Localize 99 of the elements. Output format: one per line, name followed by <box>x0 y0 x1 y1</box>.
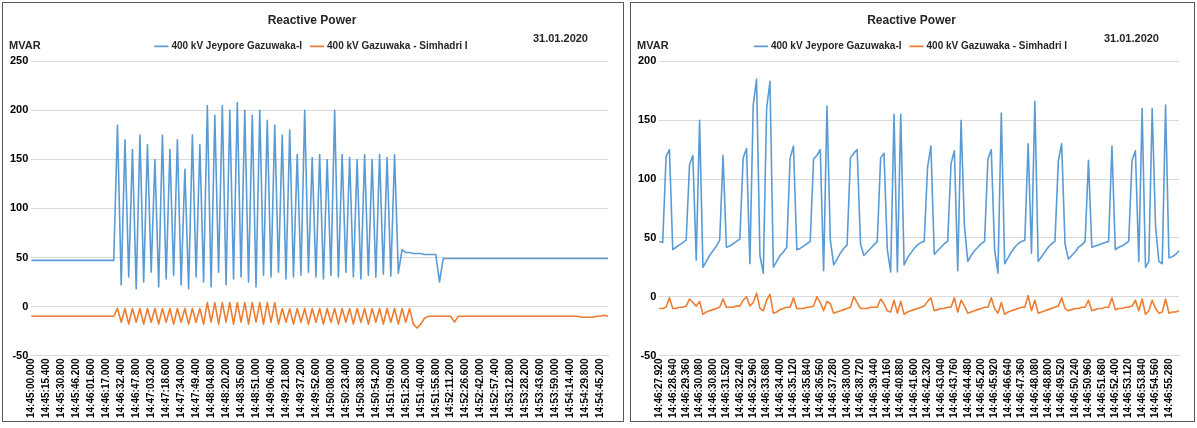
x-tick-label: 14:46:27.920 <box>653 358 665 419</box>
x-tick-label: 14:52:26.600 <box>459 358 471 419</box>
x-tick-label: 14:51:09.600 <box>384 358 396 419</box>
x-tick-label: 14:46:30.800 <box>706 358 718 419</box>
x-tick-label: 14:46:40.160 <box>881 358 893 419</box>
x-tick-label: 14:46:42.320 <box>921 358 933 419</box>
legend-label: 400 kV Gazuwaka - Simhadri I <box>926 40 1068 52</box>
x-tick-label: 14:53:43.600 <box>534 358 546 419</box>
x-tick-label: 14:46:28.640 <box>666 358 678 419</box>
x-tick-label: 14:46:40.880 <box>894 358 906 419</box>
x-tick-label: 14:52:11.200 <box>444 358 456 418</box>
x-tick-label: 14:46:45.200 <box>974 358 986 419</box>
y-tick-label: 100 <box>637 172 657 185</box>
legend-label: 400 kV Jeypore Gazuwaka-I <box>770 40 902 52</box>
x-tick-label: 14:51:25.000 <box>399 358 411 419</box>
x-tick-label: 14:46:32.400 <box>114 358 126 419</box>
y-tick-label: 100 <box>9 201 29 214</box>
x-tick-label: 14:47:03.200 <box>144 358 156 419</box>
x-tick-label: 14:46:29.360 <box>679 358 691 419</box>
x-tick-label: 14:49:52.600 <box>309 358 321 419</box>
text: 31.01.2020 <box>1103 32 1159 45</box>
x-tick-label: 14:50:38.800 <box>354 358 366 419</box>
x-tick-label: 14:53:12.800 <box>504 358 516 419</box>
x-tick-label: 14:46:52.400 <box>1109 358 1121 419</box>
x-tick-label: 14:46:45.920 <box>988 358 1000 419</box>
x-tick-label: 14:48:35.600 <box>234 358 246 419</box>
x-tick-label: 14:46:47.360 <box>1015 358 1027 419</box>
x-tick-label: 14:51:55.800 <box>429 358 441 419</box>
y-tick-label: 150 <box>9 152 29 165</box>
chart-title: Reactive Power <box>267 12 357 27</box>
x-tick-label: 14:46:43.760 <box>948 358 960 419</box>
x-tick-label: 14:46:39.440 <box>867 358 879 419</box>
x-tick-label: 14:45:30.800 <box>55 358 67 419</box>
x-tick-label: 14:54:14.400 <box>564 358 576 419</box>
x-tick-label: 14:46:01.600 <box>85 358 97 419</box>
x-tick-label: 14:46:50.960 <box>1082 358 1094 419</box>
x-tick-label: 14:46:46.640 <box>1001 358 1013 419</box>
x-tick-label: 14:45:15.400 <box>40 358 52 419</box>
x-tick-label: 14:46:37.280 <box>827 358 839 419</box>
x-tick-label: 14:54:45.200 <box>594 358 606 419</box>
x-tick-label: 14:46:17.000 <box>99 358 111 419</box>
chart-title: Reactive Power <box>867 12 957 27</box>
x-tick-label: 14:52:57.400 <box>489 358 501 419</box>
x-tick-label: 14:46:38.720 <box>854 358 866 419</box>
x-tick-label: 14:46:32.960 <box>746 358 758 419</box>
x-tick-label: 14:46:51.680 <box>1095 358 1107 419</box>
x-tick-label: 14:46:53.840 <box>1135 358 1147 419</box>
x-tick-label: 14:46:44.480 <box>961 358 973 419</box>
y-axis-title: MVAR <box>637 39 669 52</box>
x-tick-label: 14:46:41.600 <box>907 358 919 419</box>
x-tick-label: 14:46:31.520 <box>720 358 732 419</box>
y-tick-label: 50 <box>16 250 29 263</box>
x-tick-label: 14:45:00.000 <box>25 358 37 419</box>
x-tick-label: 14:46:54.560 <box>1149 358 1161 419</box>
legend-label: 400 kV Gazuwaka - Simhadri I <box>327 40 468 52</box>
y-tick-label: 250 <box>9 54 29 67</box>
y-tick-label: 150 <box>637 113 657 126</box>
x-tick-label: 14:46:48.800 <box>1042 358 1053 419</box>
x-tick-label: 14:45:46.200 <box>70 358 82 419</box>
x-tick-label: 14:46:48.080 <box>1028 358 1040 419</box>
x-tick-label: 14:46:49.520 <box>1055 358 1067 419</box>
x-tick-label: 14:48:20.200 <box>219 358 231 419</box>
y-tick-label: 200 <box>637 54 657 67</box>
x-tick-label: 14:46:47.800 <box>129 358 141 419</box>
x-tick-label: 14:49:37.200 <box>294 358 306 419</box>
x-tick-label: 14:49:21.800 <box>279 358 291 419</box>
x-tick-label: 14:46:53.120 <box>1122 358 1134 419</box>
x-tick-label: 14:46:35.840 <box>800 358 812 419</box>
y-tick-label: 0 <box>650 289 657 302</box>
x-tick-label: 14:50:23.400 <box>339 358 351 419</box>
y-tick-label: 200 <box>9 103 29 116</box>
x-tick-label: 14:46:50.240 <box>1068 358 1080 419</box>
x-tick-label: 14:47:49.400 <box>189 358 201 419</box>
x-tick-label: 14:53:28.200 <box>519 358 531 419</box>
x-tick-label: 14:46:43.040 <box>934 358 946 419</box>
x-tick-label: 14:46:55.280 <box>1162 358 1174 419</box>
x-tick-label: 14:48:04.800 <box>204 358 216 419</box>
x-tick-label: 14:46:30.080 <box>693 358 705 419</box>
x-tick-label: 14:48:51.000 <box>249 358 261 419</box>
x-tick-label: 14:52:42.000 <box>474 358 486 419</box>
x-tick-label: 14:47:18.600 <box>159 358 171 419</box>
x-tick-label: 14:46:36.560 <box>814 358 826 419</box>
x-tick-label: 14:46:33.680 <box>760 358 772 419</box>
legend-label: 400 kV Jeypore Gazuwaka-I <box>171 40 303 52</box>
x-tick-label: 14:50:54.200 <box>369 358 381 419</box>
x-tick-label: 14:53:59.000 <box>549 358 561 419</box>
x-tick-label: 14:46:38.000 <box>840 358 852 419</box>
y-tick-label: 0 <box>22 299 29 312</box>
x-tick-label: 14:47:34.000 <box>174 358 186 419</box>
x-tick-label: 14:51:40.400 <box>414 358 426 419</box>
x-tick-label: 14:54:29.800 <box>579 358 591 419</box>
y-axis-title: MVAR <box>9 39 41 52</box>
x-tick-label: 14:46:35.120 <box>787 358 799 419</box>
x-tick-label: 14:49:06.400 <box>264 358 276 419</box>
x-tick-label: 14:46:32.240 <box>733 358 745 419</box>
text: 31.01.2020 <box>532 32 588 45</box>
x-tick-label: 14:50:08.000 <box>324 358 336 419</box>
x-tick-label: 14:46:34.400 <box>773 358 785 419</box>
y-tick-label: 50 <box>644 230 657 243</box>
